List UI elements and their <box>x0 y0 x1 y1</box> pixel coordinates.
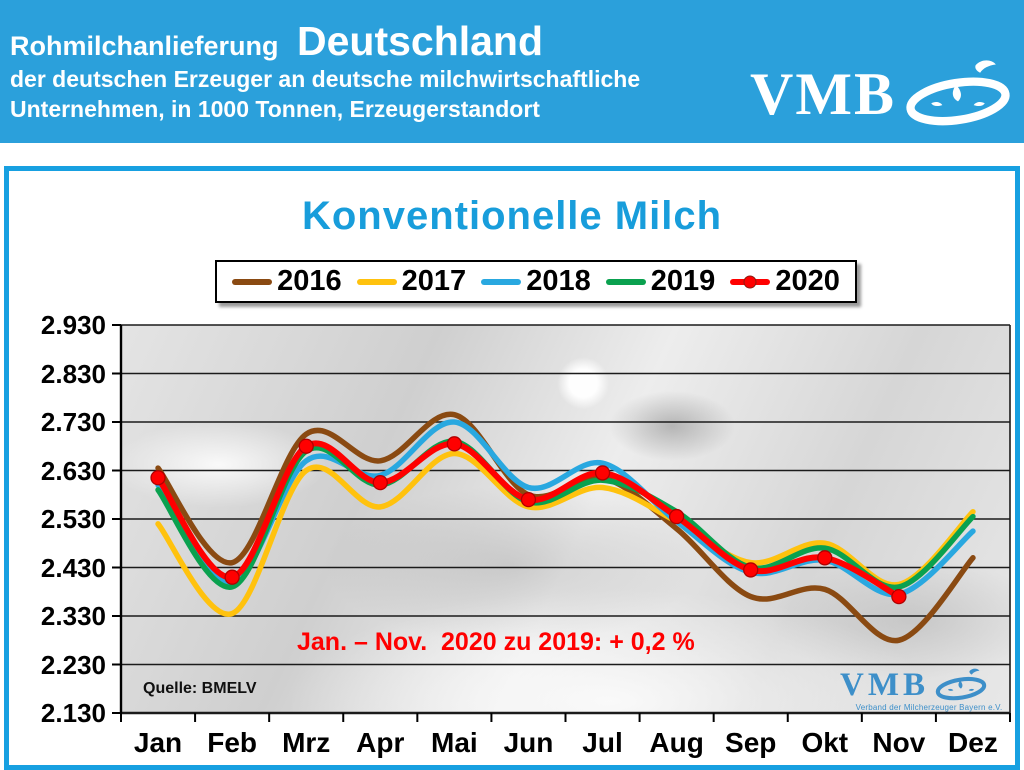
header-subtitle-line1: der deutschen Erzeuger an deutsche milch… <box>10 66 641 92</box>
vmb-watermark-subtitle: Verband der Milcherzeuger Bayern e.V. <box>855 703 1003 712</box>
series-marker-2020 <box>668 508 685 525</box>
x-tick-label: Feb <box>207 727 258 758</box>
legend-label: 2019 <box>650 265 716 297</box>
source-label: Quelle: BMELV <box>143 680 257 697</box>
milk-deliveries-line-chart <box>112 324 1011 722</box>
legend-label: 2016 <box>277 265 342 297</box>
series-marker-2020 <box>520 491 537 508</box>
series-marker-2020 <box>891 588 907 605</box>
vmb-logo-text: VMB <box>750 61 896 127</box>
series-marker-2020 <box>298 438 314 454</box>
header-title-large: Deutschland <box>296 18 544 64</box>
y-tick-label: 2.430 <box>40 552 106 583</box>
header-title: Rohmilchanlieferung Deutschland <box>10 18 543 65</box>
legend-swatch-icon <box>605 278 646 285</box>
x-tick-label: Sep <box>725 727 777 758</box>
x-tick-label: Mrz <box>282 727 331 758</box>
x-tick-label: Apr <box>356 727 405 758</box>
x-tick-label: Jun <box>503 727 554 758</box>
y-tick-label: 2.930 <box>40 310 106 340</box>
vmb-watermark-text: VMB <box>840 666 929 703</box>
series-marker-2020 <box>224 569 240 585</box>
x-tick-label: Nov <box>872 727 926 758</box>
legend-swatch-icon <box>356 278 397 285</box>
vmb-watermark-row: VMB <box>840 667 1018 703</box>
header-subtitle-line2: Unternehmen, in 1000 Tonnen, Erzeugersta… <box>10 96 540 122</box>
series-marker-2020 <box>743 562 759 578</box>
legend-marker-dot-icon <box>743 275 757 288</box>
legend-item-2018: 2018 <box>481 265 591 298</box>
legend-label: 2018 <box>526 265 591 297</box>
y-tick-label: 2.130 <box>40 698 106 728</box>
y-tick-label: 2.730 <box>40 407 106 437</box>
legend-swatch-icon <box>232 278 273 285</box>
x-tick-label: Okt <box>801 727 849 758</box>
legend-item-2017: 2017 <box>356 265 467 298</box>
chart-legend: 2016 2017 2018 2019 2020 <box>215 260 857 303</box>
series-marker-2020 <box>372 474 388 491</box>
vmb-swirl-icon <box>898 56 1018 132</box>
vmb-logo: VMB <box>750 56 1018 132</box>
x-tick-label: Mai <box>431 727 478 758</box>
x-tick-label: Dez <box>948 727 998 758</box>
series-line-2016 <box>155 411 976 644</box>
chart-title: Konventionelle Milch <box>301 194 723 238</box>
legend-item-2019: 2019 <box>605 265 716 298</box>
y-tick-label: 2.630 <box>40 455 106 486</box>
legend-swatch-icon <box>481 278 522 285</box>
series-marker-2020 <box>150 470 166 486</box>
y-tick-label: 2.530 <box>40 504 106 534</box>
legend-swatch-icon <box>730 275 771 288</box>
legend-item-2016: 2016 <box>232 265 342 298</box>
comparison-annotation: Jan. – Nov. 2020 zu 2019: + 0,2 % <box>297 628 695 656</box>
x-tick-label: Jul <box>582 727 623 758</box>
series-marker-2020 <box>817 550 833 566</box>
vmb-swirl-icon <box>931 667 991 703</box>
legend-label: 2017 <box>401 265 467 297</box>
y-tick-label: 2.830 <box>40 358 106 389</box>
series-line-2017 <box>155 450 976 617</box>
legend-item-2020: 2020 <box>730 265 840 298</box>
series-line-2020 <box>155 440 902 600</box>
legend-label: 2020 <box>775 265 840 297</box>
x-tick-label: Aug <box>649 727 704 758</box>
y-tick-label: 2.330 <box>40 601 106 631</box>
series-marker-2020 <box>594 465 611 481</box>
y-tick-label: 2.230 <box>40 649 106 680</box>
series-marker-2020 <box>446 436 463 452</box>
x-tick-label: Jan <box>133 727 183 758</box>
header-title-small: Rohmilchanlieferung <box>10 31 279 61</box>
header-band: Rohmilchanlieferung Deutschland der deut… <box>0 0 1024 143</box>
vmb-watermark: VMB Verband der Milcherzeuger Bayern e.V… <box>840 667 1018 712</box>
